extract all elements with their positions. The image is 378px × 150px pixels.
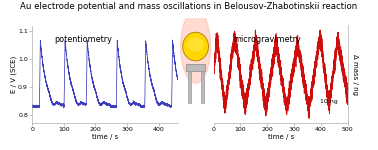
Bar <box>186 64 205 71</box>
Y-axis label: E / V (SCE): E / V (SCE) <box>10 56 17 93</box>
Text: Au electrode potential and mass oscillations in Belousov-Zhabotinskii reaction: Au electrode potential and mass oscillat… <box>20 2 358 11</box>
Text: microgravimetry: microgravimetry <box>233 35 301 44</box>
X-axis label: time / s: time / s <box>92 134 118 140</box>
Text: 10 ng: 10 ng <box>320 99 338 104</box>
Text: potentiometry: potentiometry <box>54 35 112 44</box>
Y-axis label: Δ mass / ng: Δ mass / ng <box>352 54 358 95</box>
Ellipse shape <box>183 32 209 61</box>
Bar <box>188 72 191 103</box>
Circle shape <box>181 10 211 83</box>
Ellipse shape <box>187 37 204 52</box>
X-axis label: time / s: time / s <box>268 134 294 140</box>
Bar <box>201 72 203 103</box>
